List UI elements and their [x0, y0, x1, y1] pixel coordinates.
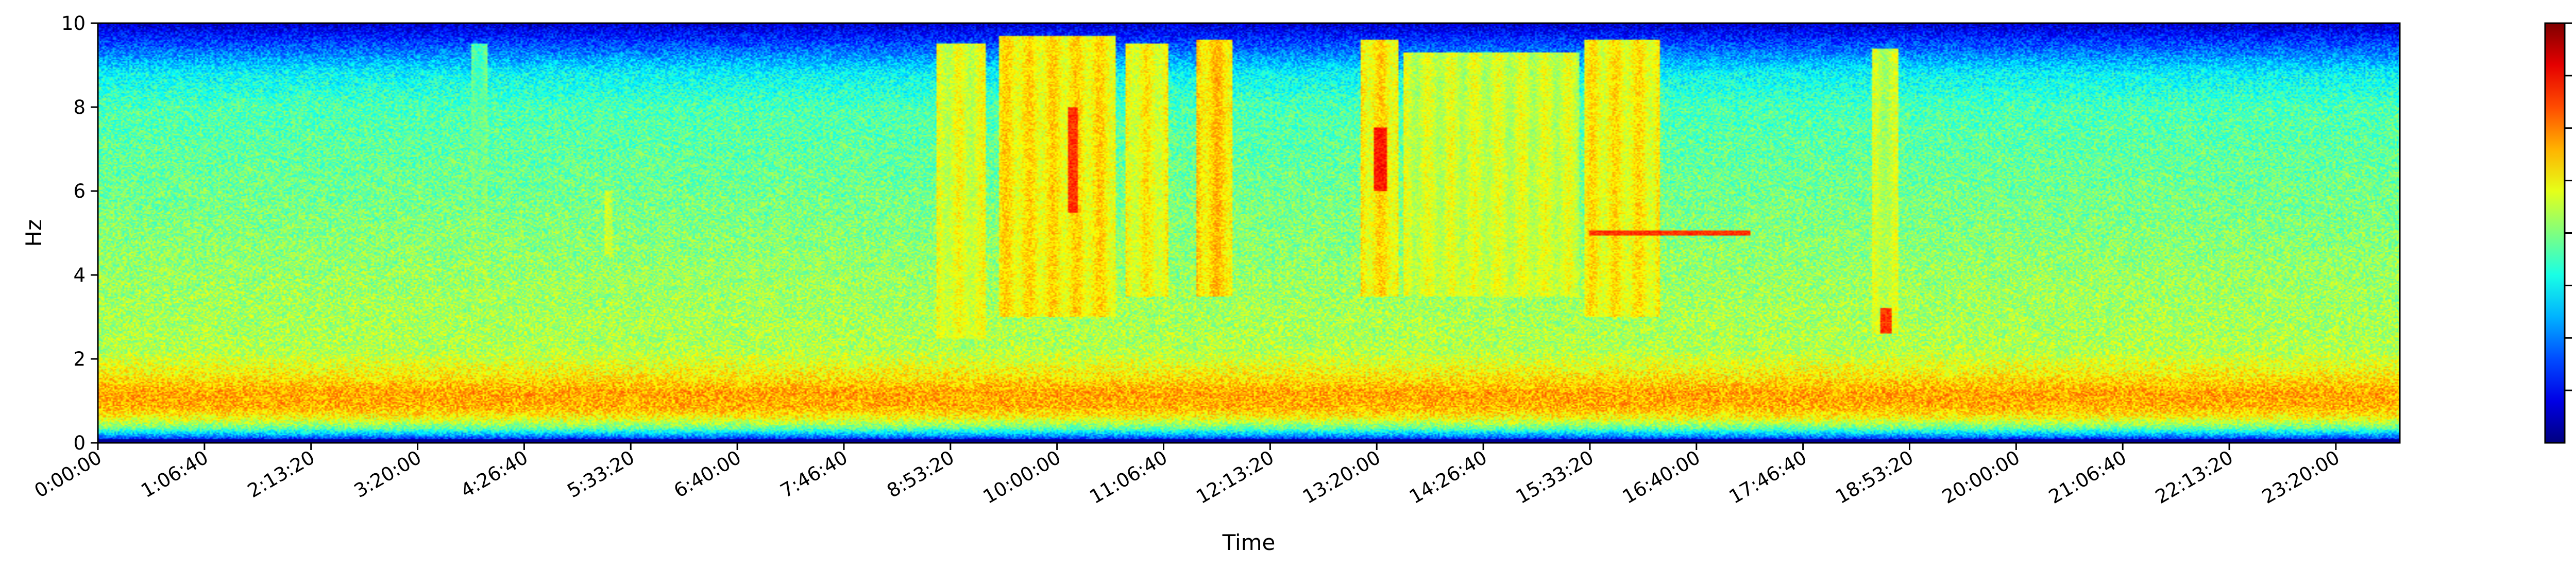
x-tick-label: 2:13:20 — [244, 446, 318, 503]
y-tick-label: 2 — [73, 348, 86, 370]
x-tick-label: 23:20:00 — [2258, 446, 2343, 508]
x-tick-label: 7:46:40 — [776, 446, 851, 503]
x-tick-label: 3:20:00 — [350, 446, 425, 503]
spectrogram-heatmap — [98, 23, 2400, 443]
y-tick-label: 0 — [73, 432, 86, 454]
y-axis: 0 2 4 6 8 10 — [61, 12, 98, 454]
y-tick-label: 10 — [61, 12, 86, 35]
x-tick-label: 12:13:20 — [1192, 446, 1277, 508]
x-tick-label: 16:40:00 — [1619, 446, 1704, 508]
x-tick-label: 20:00:00 — [1938, 446, 2023, 508]
x-tick-label: 22:13:20 — [2151, 446, 2236, 508]
colorbar: +0 dB-10 dB-20 dB-30 dB-40 dB-50 dB-60 d… — [2544, 22, 2572, 444]
x-tick-label: 14:26:40 — [1405, 446, 1490, 508]
x-axis-label: Time — [1222, 530, 1276, 555]
x-axis: 0:00:00 1:06:40 2:13:20 3:20:00 4:26:40 5:33:… — [30, 443, 2343, 508]
y-tick-label: 4 — [73, 264, 86, 286]
x-tick-label: 5:33:20 — [564, 446, 638, 503]
y-tick-label: 8 — [73, 96, 86, 118]
colorbar-ticks: +0 dB-10 dB-20 dB-30 dB-40 dB-50 dB-60 d… — [2565, 22, 2572, 391]
y-axis-label: Hz — [21, 219, 46, 247]
x-tick-label: 10:00:00 — [979, 446, 1064, 508]
x-tick-label: 6:40:00 — [670, 446, 745, 503]
x-tick-label: 15:33:20 — [1512, 446, 1597, 508]
x-tick-label: 11:06:40 — [1086, 446, 1171, 508]
x-tick-label: 21:06:40 — [2045, 446, 2130, 508]
x-tick-label: 8:53:20 — [883, 446, 958, 503]
x-tick-label: 13:20:00 — [1299, 446, 1384, 508]
x-tick-label: 18:53:20 — [1832, 446, 1917, 508]
y-tick-label: 6 — [73, 180, 86, 202]
x-tick-label: 4:26:40 — [457, 446, 532, 503]
plot-frame — [97, 22, 2401, 444]
x-tick-label: 17:46:40 — [1725, 446, 1810, 508]
x-tick-label: 1:06:40 — [137, 446, 212, 503]
spectrogram-plot — [97, 22, 2401, 444]
colorbar-gradient — [2545, 23, 2565, 443]
x-tick-label: 0:00:00 — [30, 446, 105, 503]
